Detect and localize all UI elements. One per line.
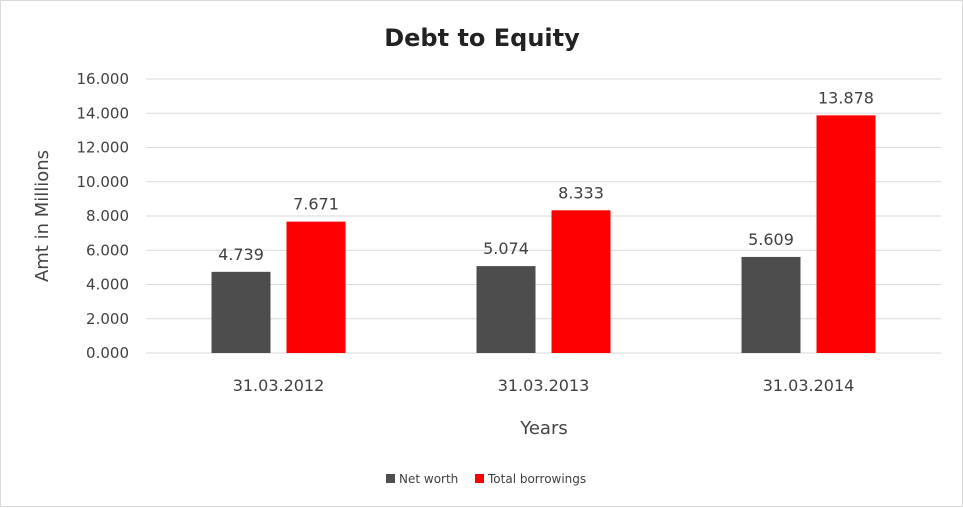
y-tick-label: 10.000 xyxy=(77,173,130,191)
legend-swatch xyxy=(475,474,484,483)
y-axis-label: Amt in Millions xyxy=(32,150,53,282)
y-tick-label: 4.000 xyxy=(86,276,129,294)
x-tick-label: 31.03.2013 xyxy=(498,376,590,395)
bar-total-borrowings xyxy=(286,221,346,353)
y-tick-label: 16.000 xyxy=(77,70,130,88)
bar-net-worth xyxy=(476,266,536,353)
data-label: 5.074 xyxy=(483,239,529,258)
y-tick-label: 8.000 xyxy=(86,207,129,225)
legend: Net worth Total borrowings xyxy=(386,472,586,486)
data-label: 4.739 xyxy=(218,245,264,264)
chart-title: Debt to Equity xyxy=(384,24,580,52)
bar-net-worth xyxy=(211,271,271,353)
x-tick-label: 31.03.2014 xyxy=(763,376,855,395)
legend-label: Total borrowings xyxy=(487,472,586,486)
legend-label: Net worth xyxy=(399,472,458,486)
y-tick-label: 14.000 xyxy=(77,104,130,122)
bar-total-borrowings xyxy=(551,210,611,353)
data-label: 5.609 xyxy=(748,230,794,249)
bars xyxy=(211,115,876,353)
x-tick-label: 31.03.2012 xyxy=(233,376,325,395)
bar-net-worth xyxy=(741,256,801,353)
y-tick-label: 6.000 xyxy=(86,241,129,259)
data-labels: 4.739 7.671 5.074 8.333 5.609 13.878 xyxy=(218,88,874,264)
data-label: 8.333 xyxy=(558,183,604,202)
x-axis-ticks: 31.03.2012 31.03.2013 31.03.2014 xyxy=(233,376,855,395)
data-label: 7.671 xyxy=(293,195,339,214)
data-label: 13.878 xyxy=(818,88,874,107)
y-axis-ticks: 0.000 2.000 4.000 6.000 8.000 10.000 12.000 14.… xyxy=(77,70,130,362)
legend-swatch xyxy=(386,474,395,483)
gridlines xyxy=(146,78,941,354)
y-tick-label: 2.000 xyxy=(86,310,129,328)
y-tick-label: 12.000 xyxy=(77,139,130,157)
y-tick-label: 0.000 xyxy=(86,344,129,362)
x-axis-label: Years xyxy=(519,418,568,439)
bar-total-borrowings xyxy=(816,115,876,353)
